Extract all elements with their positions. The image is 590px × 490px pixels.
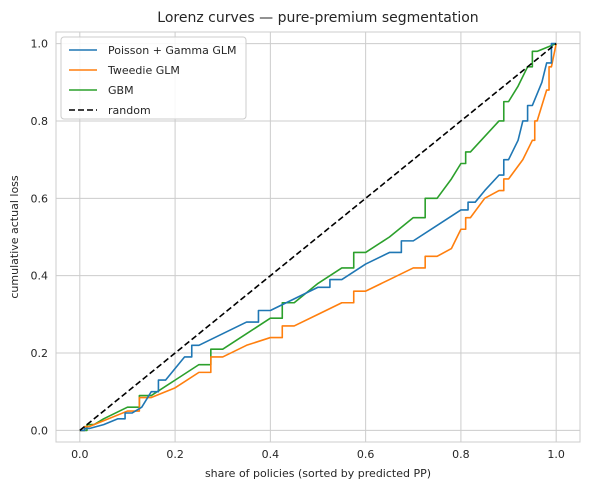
y-tick-label: 0.6: [31, 192, 49, 205]
chart-title: Lorenz curves — pure-premium segmentatio…: [157, 10, 478, 26]
series-lines: [79, 42, 557, 432]
legend: Poisson + Gamma GLM Tweedie GLM GBM random: [60, 36, 247, 120]
x-tick-label: 0.8: [452, 448, 470, 461]
legend-label: GBM: [108, 84, 134, 97]
legend-label: random: [108, 104, 151, 117]
y-axis-label: cumulative actual loss: [8, 175, 21, 299]
legend-label: Poisson + Gamma GLM: [108, 44, 236, 57]
y-tick-label: 0.8: [31, 115, 49, 128]
tick-labels: 0.0 0.2 0.4 0.6 0.8 1.0 0.0 0.2 0.4 0.6 0.8 1.0: [31, 38, 565, 461]
series-line-random: [79, 42, 557, 432]
y-tick-label: 1.0: [31, 38, 49, 51]
series-line-poisson-gamma-glm: [79, 42, 557, 432]
series-line-tweedie-glm: [79, 43, 557, 432]
legend-box: [60, 36, 247, 120]
x-tick-label: 0.0: [71, 448, 89, 461]
series-line-gbm: [79, 42, 557, 432]
x-tick-label: 1.0: [547, 448, 565, 461]
legend-label: Tweedie GLM: [107, 64, 180, 77]
y-tick-label: 0.4: [31, 270, 49, 283]
x-tick-label: 0.6: [357, 448, 375, 461]
x-tick-label: 0.2: [166, 448, 184, 461]
x-axis-label: share of policies (sorted by predicted P…: [205, 467, 431, 480]
y-tick-label: 0.0: [31, 424, 49, 437]
x-tick-label: 0.4: [262, 448, 280, 461]
y-tick-label: 0.2: [31, 347, 49, 360]
